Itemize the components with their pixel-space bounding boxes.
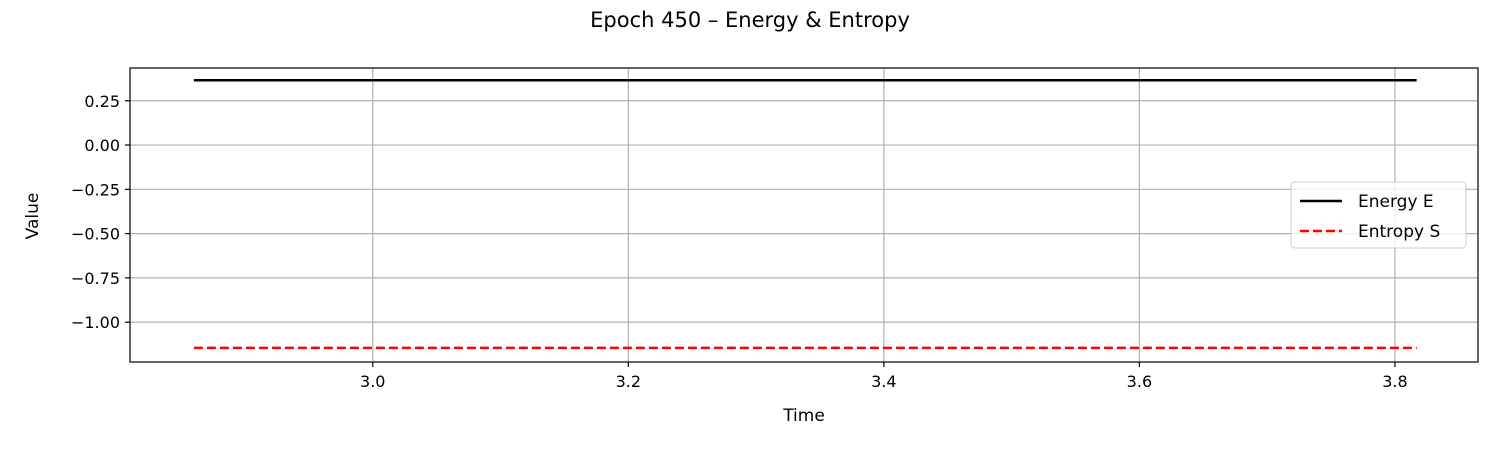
legend: Energy E Entropy S [1290,181,1467,249]
chart-title: Epoch 450 – Energy & Entropy [590,8,910,32]
x-tick-label: 3.0 [360,372,385,391]
x-axis-ticks: 3.0 3.2 3.4 3.6 3.8 [360,362,1408,391]
y-tick-label: 0.25 [84,92,120,111]
y-axis-ticks: 0.25 0.00 −0.25 −0.50 −0.75 −1.00 [71,92,130,332]
plot-frame [129,67,1479,363]
series-layer [193,78,1417,350]
legend-label-1: Energy E [1358,192,1434,212]
x-axis-label: Time [782,406,825,426]
legend-label-2: Entropy S [1358,222,1440,242]
x-tick-label: 3.2 [616,372,641,391]
grid [130,68,1478,362]
y-tick-label: −0.25 [71,180,120,199]
y-axis-label: Value [23,193,43,240]
x-tick-label: 3.8 [1382,372,1407,391]
legend-entries: Energy E Entropy S [1300,192,1440,242]
y-tick-label: 0.00 [84,136,120,155]
y-tick-label: −0.50 [71,225,120,244]
x-tick-label: 3.6 [1127,372,1152,391]
y-tick-label: −1.00 [71,313,120,332]
y-tick-label: −0.75 [71,269,120,288]
x-tick-label: 3.4 [871,372,896,391]
